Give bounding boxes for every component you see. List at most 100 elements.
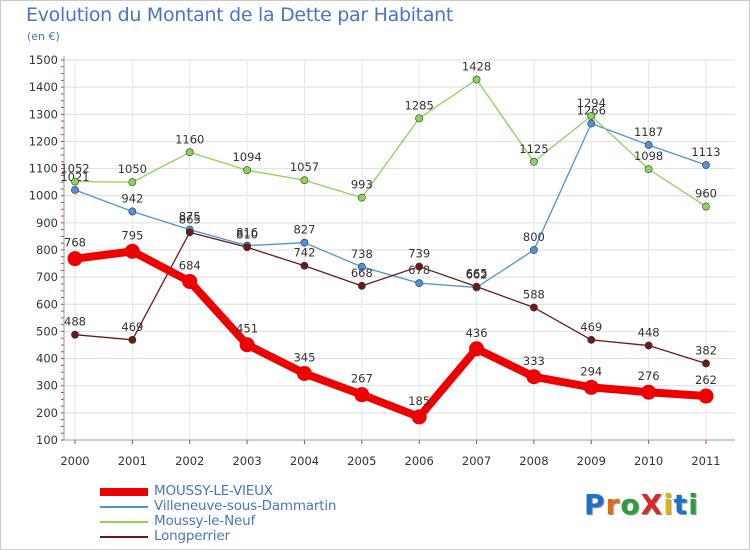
data-label: 800 (523, 230, 545, 244)
data-label: 1098 (634, 149, 663, 163)
series-line (71, 247, 710, 421)
legend-swatch (100, 487, 148, 496)
x-tick-label: 2001 (118, 454, 147, 468)
y-tick-label: 1200 (29, 134, 58, 148)
data-point (239, 337, 255, 353)
data-label: 448 (638, 326, 660, 340)
data-point (583, 379, 599, 395)
x-tick-label: 2003 (232, 454, 261, 468)
data-label: 469 (580, 320, 602, 334)
y-tick-label: 100 (36, 433, 58, 447)
data-point (587, 112, 596, 120)
y-tick-label: 800 (36, 243, 58, 257)
legend-item: Villeneuve-sous-Dammartin (100, 499, 336, 514)
data-label: 1050 (118, 162, 147, 176)
data-point (354, 387, 370, 403)
data-label: 276 (638, 369, 660, 383)
data-label: 294 (580, 364, 602, 378)
data-point (644, 341, 653, 350)
data-label: 662 (466, 267, 488, 281)
data-point (71, 330, 79, 339)
legend-item: MOUSSY-LE-VIEUX (100, 484, 336, 499)
data-point (530, 157, 538, 166)
y-tick-label: 600 (36, 297, 58, 311)
x-tick-label: 2002 (175, 454, 204, 468)
data-point (641, 384, 657, 400)
legend-label: MOUSSY-LE-VIEUX (154, 483, 273, 499)
data-label: 738 (351, 247, 373, 261)
data-label: 795 (121, 228, 143, 242)
data-label: 668 (351, 266, 373, 280)
y-tick-label: 200 (36, 406, 58, 420)
data-point (124, 243, 140, 259)
chart-legend: MOUSSY-LE-VIEUX Villeneuve-sous-Dammartin… (100, 484, 336, 544)
data-label: 810 (236, 227, 258, 241)
data-point (71, 186, 79, 194)
proxiti-logo: ProXiti (584, 488, 699, 521)
data-point (128, 335, 137, 344)
series-line (74, 231, 707, 365)
data-label: 262 (695, 373, 717, 387)
data-point (472, 282, 481, 291)
data-label: 1294 (577, 96, 606, 110)
x-tick-label: 2005 (347, 454, 376, 468)
data-point (644, 165, 653, 174)
logo-letter: r (605, 488, 621, 521)
logo-letter: o (620, 488, 641, 521)
x-tick-label: 2010 (634, 454, 663, 468)
data-label: 960 (695, 187, 717, 201)
data-label: 267 (351, 372, 373, 386)
data-label: 436 (466, 326, 488, 340)
y-tick-label: 300 (36, 379, 58, 393)
series-line (74, 122, 707, 289)
data-point (357, 281, 366, 290)
data-label: 1052 (60, 162, 89, 176)
y-tick-label: 1400 (29, 80, 58, 94)
data-label: 816 (236, 226, 258, 240)
data-point (698, 388, 714, 404)
data-point (587, 335, 596, 344)
data-label: 665 (466, 267, 488, 281)
data-label: 768 (64, 236, 86, 250)
data-label: 1125 (519, 142, 548, 156)
y-tick-label: 900 (36, 216, 58, 230)
data-label: 1094 (232, 150, 261, 164)
logo-letter: P (584, 488, 606, 521)
data-point (644, 141, 653, 149)
x-tick-label: 2011 (691, 454, 720, 468)
data-point (243, 166, 251, 175)
x-tick-label: 2004 (290, 454, 319, 468)
x-tick-label: 2008 (519, 454, 548, 468)
data-label: 1266 (577, 104, 606, 118)
data-label: 488 (64, 315, 86, 329)
data-label: 942 (121, 191, 143, 205)
data-label: 1187 (634, 125, 663, 139)
logo-letter: i (663, 488, 674, 521)
y-tick-label: 700 (36, 270, 58, 284)
y-tick-label: 400 (36, 352, 58, 366)
data-point (243, 243, 251, 252)
data-point (182, 273, 198, 289)
chart-subtitle: (en €) (27, 30, 60, 43)
legend-swatch (100, 535, 148, 538)
data-point (185, 228, 194, 237)
data-label: 742 (293, 246, 315, 260)
data-label: 1021 (60, 170, 89, 184)
data-label: 684 (179, 258, 201, 272)
data-point (526, 369, 542, 385)
data-point (415, 262, 424, 271)
data-label: 1057 (290, 160, 319, 174)
data-label: 588 (523, 288, 545, 302)
legend-label: Moussy-le-Neuf (154, 513, 255, 529)
legend-swatch (100, 505, 148, 508)
chart-title: Evolution du Montant de la Dette par Hab… (26, 4, 454, 26)
data-point (128, 178, 137, 187)
data-point (587, 119, 596, 128)
data-point (415, 279, 424, 288)
y-tick-label: 500 (36, 324, 58, 338)
data-label: 993 (351, 178, 373, 192)
data-point (472, 75, 481, 84)
y-tick-label: 1100 (29, 162, 58, 176)
logo-letter: X (640, 488, 664, 521)
